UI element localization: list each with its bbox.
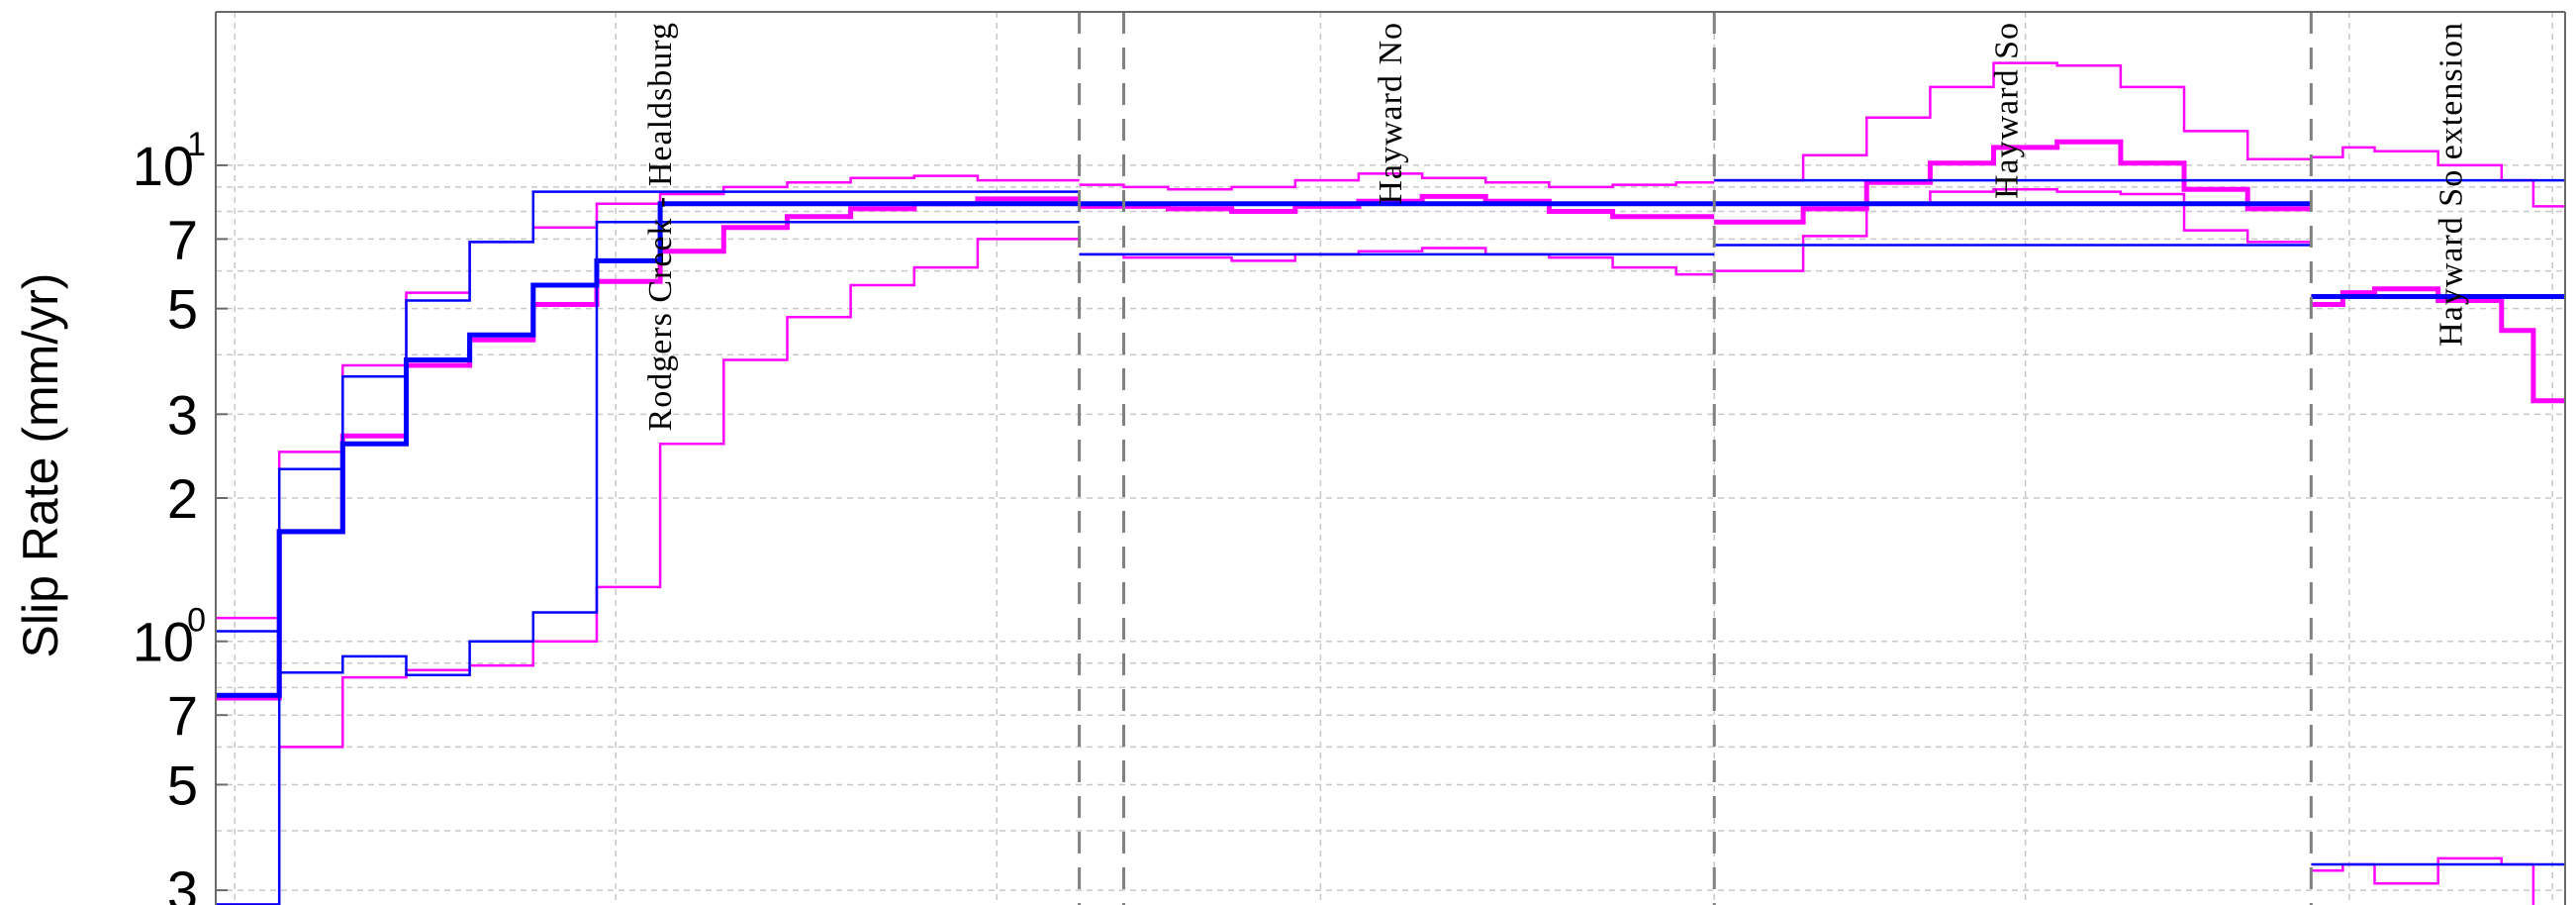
section-label: Hayward No bbox=[1373, 22, 1409, 205]
data-series bbox=[216, 61, 2565, 905]
median-blue-series bbox=[216, 201, 1080, 698]
median-magenta-series bbox=[216, 196, 1080, 701]
section-markers: Rodgers Creek - Healdsburg Hayward No Hayw… bbox=[642, 12, 2470, 905]
y-tick-label: 10 bbox=[133, 135, 194, 197]
y-tick-label: 3 bbox=[167, 383, 198, 446]
section-label: Rodgers Creek - Healdsburg bbox=[642, 22, 679, 431]
y-axis-label: Slip Rate (mm/yr) bbox=[13, 273, 68, 658]
section-label: Hayward So extension bbox=[2433, 22, 2470, 347]
bound-blue-series bbox=[216, 220, 1080, 905]
bound-magenta-series bbox=[216, 238, 1080, 905]
bound-magenta-series bbox=[1079, 172, 1715, 191]
bound-magenta-series bbox=[1714, 188, 2312, 272]
bound-magenta-series bbox=[216, 174, 1080, 620]
bound-magenta-series bbox=[1714, 61, 2312, 182]
y-tick-label: 7 bbox=[167, 208, 198, 270]
bound-blue-series bbox=[216, 190, 1080, 633]
median-magenta-series bbox=[1714, 139, 2312, 225]
y-tick-label: 5 bbox=[167, 754, 198, 816]
y-tick-label: 7 bbox=[167, 684, 198, 747]
bound-magenta-series bbox=[2311, 146, 2565, 208]
y-tick-label: 10 bbox=[133, 611, 194, 673]
y-tick-exponent: 0 bbox=[187, 602, 206, 640]
y-tick-label: 3 bbox=[167, 859, 198, 905]
grid-lines bbox=[216, 12, 2565, 905]
y-tick-label: 2 bbox=[167, 467, 198, 530]
bound-magenta-series bbox=[1079, 247, 1715, 276]
y-tick-label: 5 bbox=[167, 278, 198, 341]
section-label: Hayward So bbox=[1988, 22, 2025, 199]
y-tick-exponent: 1 bbox=[187, 126, 206, 163]
